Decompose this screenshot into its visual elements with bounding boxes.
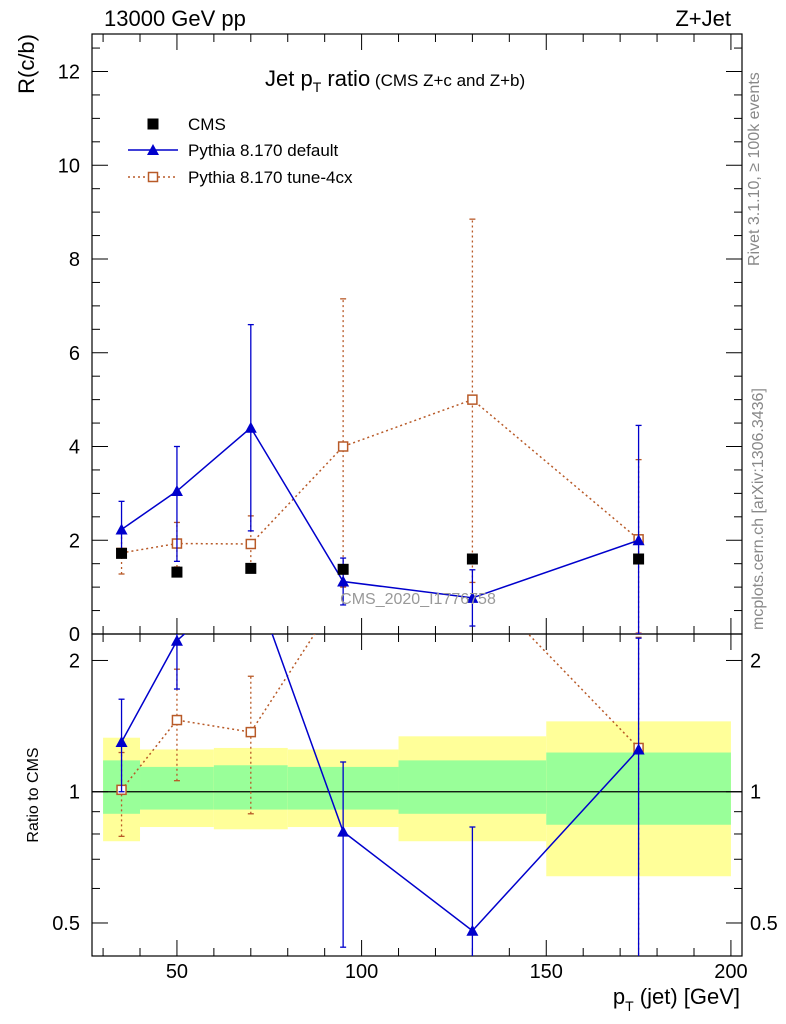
y-tick-label: 6 bbox=[69, 343, 80, 365]
y-axis-title: R(c/b) bbox=[14, 34, 39, 94]
marker-triangle bbox=[147, 144, 159, 155]
y-tick-label: 12 bbox=[58, 62, 80, 84]
marker-open-square bbox=[147, 171, 159, 183]
ratio-series-line bbox=[120, 634, 640, 932]
marker-triangle bbox=[115, 736, 128, 748]
ratio-y-tick-label: 2 bbox=[69, 650, 80, 672]
marker-open-square bbox=[467, 394, 478, 405]
x-axis-title: pT (jet) [GeV] bbox=[613, 984, 740, 1014]
axis-ticks bbox=[92, 34, 742, 956]
ratio-y-axis-title: Ratio to CMS bbox=[25, 747, 42, 842]
marker-triangle bbox=[170, 485, 183, 497]
marker-triangle bbox=[244, 421, 257, 433]
x-tick-label: 200 bbox=[714, 961, 747, 983]
ratio-y-tick-label: 0.5 bbox=[52, 913, 80, 935]
ratio-frame bbox=[91, 633, 743, 957]
ratio-y-tick-label: 1 bbox=[69, 782, 80, 804]
header-left: 13000 GeV pp bbox=[104, 6, 246, 31]
chart-title: Jet pT ratio (CMS Z+c and Z+b) bbox=[265, 66, 525, 95]
legend-label: Pythia 8.170 default bbox=[188, 141, 339, 160]
y-tick-label: 8 bbox=[69, 249, 80, 271]
main-series bbox=[116, 547, 645, 578]
marker-square bbox=[337, 563, 349, 575]
marker-open-square bbox=[245, 538, 257, 550]
header-right: Z+Jet bbox=[675, 6, 731, 31]
y-tick-label: 0 bbox=[69, 624, 80, 646]
main-series-line bbox=[121, 398, 640, 554]
main-series bbox=[116, 218, 644, 634]
marker-open-square bbox=[171, 714, 183, 726]
ratio-y-tick-label-right: 1 bbox=[750, 782, 761, 804]
marker-open-square bbox=[337, 441, 349, 452]
marker-square bbox=[147, 118, 159, 130]
x-tick-label: 100 bbox=[345, 961, 378, 983]
y-tick-label: 10 bbox=[58, 155, 80, 177]
ratio-y-tick-label-right: 0.5 bbox=[750, 913, 778, 935]
marker-triangle bbox=[170, 634, 183, 646]
marker-square bbox=[466, 553, 478, 565]
band-inner bbox=[398, 760, 547, 814]
marker-triangle bbox=[632, 534, 645, 546]
legend-label: Pythia 8.170 tune-4cx bbox=[188, 168, 353, 187]
x-tick-label: 150 bbox=[530, 961, 563, 983]
ratio-bands bbox=[92, 721, 742, 877]
marker-triangle bbox=[466, 924, 479, 936]
y-tick-label: 4 bbox=[69, 437, 80, 459]
marker-triangle bbox=[337, 575, 350, 587]
marker-square bbox=[633, 553, 645, 565]
series-layer bbox=[115, 218, 645, 956]
ratio-series bbox=[115, 634, 645, 956]
marker-square bbox=[116, 547, 128, 559]
axes-frames bbox=[91, 33, 743, 957]
main-series bbox=[115, 323, 645, 634]
ratio-y-tick-label-right: 2 bbox=[750, 650, 761, 672]
band-inner bbox=[140, 766, 214, 810]
marker-open-square bbox=[245, 726, 257, 738]
marker-square bbox=[245, 562, 257, 574]
legend: CMS Pythia 8.170 default Pythia 8.170 tune… bbox=[128, 115, 353, 187]
main-series-line bbox=[121, 426, 639, 599]
marker-triangle bbox=[632, 743, 645, 755]
watermark: CMS_2020_I1776758 bbox=[340, 591, 496, 608]
marker-triangle bbox=[466, 591, 479, 603]
y-tick-label: 2 bbox=[69, 530, 80, 552]
x-tick-label: 50 bbox=[166, 961, 188, 983]
marker-triangle bbox=[115, 523, 128, 535]
legend-label: CMS bbox=[188, 115, 226, 134]
marker-square bbox=[171, 566, 183, 578]
marker-triangle bbox=[337, 825, 350, 837]
